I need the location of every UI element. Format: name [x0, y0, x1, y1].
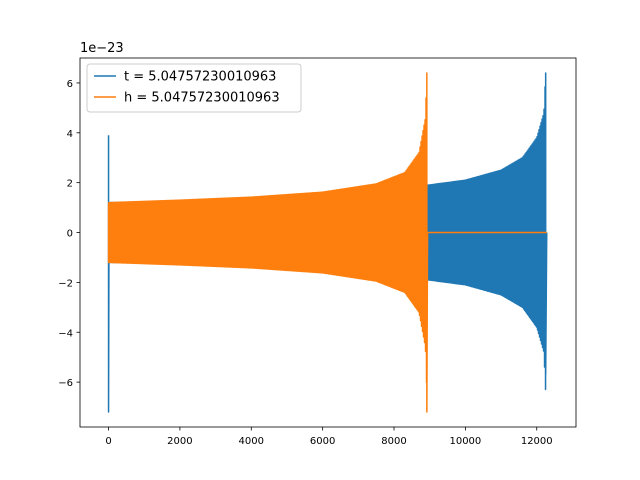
y-offset-text: 1e−23	[80, 41, 124, 56]
x-tick-label: 10000	[449, 436, 481, 447]
legend-label: t = 5.04757230010963	[124, 70, 276, 85]
legend: t = 5.04757230010963 h = 5.04757230010963	[86, 63, 302, 113]
x-tick-label: 8000	[381, 436, 406, 447]
plot-area	[107, 72, 548, 413]
x-tick-label: 6000	[310, 436, 335, 447]
legend-label: h = 5.04757230010963	[124, 91, 280, 106]
y-tick-label: −2	[58, 278, 73, 289]
series-2	[107, 72, 547, 413]
y-tick-label: 0	[67, 229, 73, 240]
y-tick-label: 6	[67, 79, 73, 90]
x-tick-label: 2000	[167, 436, 192, 447]
x-tick-label: 12000	[521, 436, 553, 447]
y-tick-label: 2	[67, 179, 73, 190]
x-tick-label: 0	[105, 436, 111, 447]
x-tick-label: 4000	[239, 436, 264, 447]
series-line-2	[107, 72, 547, 413]
y-tick-label: −6	[58, 378, 73, 389]
y-tick-label: 4	[67, 129, 73, 140]
legend-box	[86, 63, 302, 113]
y-tick-label: −4	[58, 328, 73, 339]
ticks: 0 2000 4000 6000 8000 10000 12000 −6 −4 −2 0 2 4 6	[58, 79, 552, 447]
axes-frame	[79, 57, 577, 428]
